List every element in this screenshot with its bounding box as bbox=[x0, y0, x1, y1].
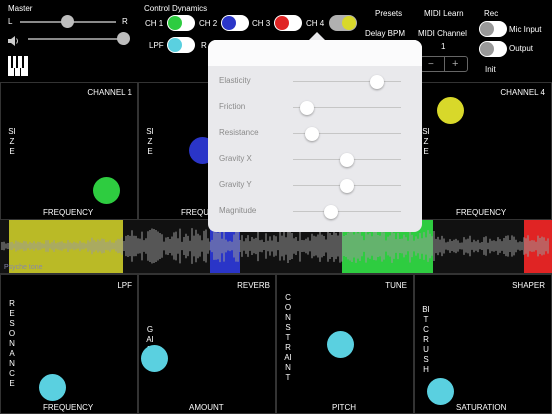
pad-x-label: SATURATION bbox=[456, 403, 507, 412]
control-dynamics-label: Control Dynamics bbox=[144, 4, 208, 13]
pad-title: LPF bbox=[117, 281, 132, 290]
dynamics-slider-track[interactable] bbox=[293, 211, 401, 212]
volume-slider-knob[interactable] bbox=[117, 32, 130, 45]
dynamics-slider-label: Elasticity bbox=[219, 76, 251, 85]
popover-header bbox=[208, 40, 422, 66]
tune-puck[interactable] bbox=[327, 331, 354, 358]
waveform-view[interactable]: Psyche tone bbox=[0, 219, 552, 274]
midi-learn-label[interactable]: MIDI Learn bbox=[424, 9, 464, 18]
lpf-dot bbox=[168, 38, 182, 52]
channel-2-label: CH 2 bbox=[199, 19, 218, 28]
channel-4-puck[interactable] bbox=[437, 97, 464, 124]
dynamics-slider-label: Gravity Y bbox=[219, 180, 252, 189]
dynamics-slider-track[interactable] bbox=[293, 107, 401, 108]
pad-title: CHANNEL 4 bbox=[500, 88, 545, 97]
pad-y-label: CONSTRAINT bbox=[284, 293, 292, 382]
output-switch[interactable] bbox=[479, 41, 507, 57]
pad-x-label: PITCH bbox=[332, 403, 356, 412]
dynamics-slider-thumb[interactable] bbox=[370, 75, 385, 89]
dynamics-slider-row: Magnitude bbox=[219, 205, 411, 219]
volume-slider[interactable] bbox=[28, 38, 124, 40]
pad-y-label: RESONANCE bbox=[8, 299, 16, 388]
pad-y-label: BITCRUSH bbox=[422, 305, 430, 374]
pad-x-label: FREQUENCY bbox=[43, 208, 94, 217]
master-label: Master bbox=[8, 4, 33, 13]
lpf-toggle[interactable] bbox=[167, 37, 195, 53]
dynamics-slider-row: Gravity Y bbox=[219, 179, 411, 193]
reverb-puck[interactable] bbox=[141, 345, 168, 372]
midi-channel-label: MIDI Channel bbox=[418, 29, 467, 38]
presets-label[interactable]: Presets bbox=[375, 9, 403, 18]
dynamics-slider-label: Resistance bbox=[219, 128, 259, 137]
stepper-minus-button[interactable]: − bbox=[428, 59, 434, 70]
channel-1-pad[interactable]: CHANNEL 1 SIZE FREQUENCY bbox=[0, 82, 138, 220]
dynamics-slider-label: Friction bbox=[219, 102, 246, 111]
midi-channel-value: 1 bbox=[441, 42, 446, 51]
popover-arrow bbox=[309, 32, 325, 40]
channel-1-label: CH 1 bbox=[145, 19, 164, 28]
dynamics-slider-track[interactable] bbox=[293, 133, 401, 134]
channel-3-dot bbox=[275, 16, 289, 30]
shaper-pad[interactable]: SHAPER BITCRUSH SATURATION bbox=[414, 274, 552, 414]
channel-2-dot bbox=[222, 16, 236, 30]
pan-left-label: L bbox=[8, 17, 13, 26]
dynamics-slider-thumb[interactable] bbox=[323, 205, 338, 219]
lpf-toggle-label: LPF bbox=[149, 41, 164, 50]
pad-x-label: FREQU bbox=[181, 208, 209, 217]
channel-4-dot bbox=[342, 16, 356, 30]
init-button[interactable]: Init bbox=[485, 65, 496, 74]
shaper-puck[interactable] bbox=[427, 378, 454, 405]
pan-slider-knob[interactable] bbox=[61, 15, 74, 28]
pad-title: TUNE bbox=[385, 281, 407, 290]
midi-channel-stepper[interactable]: − + bbox=[420, 56, 468, 72]
pad-y-label: SIZE bbox=[422, 127, 430, 156]
speaker-icon bbox=[8, 33, 20, 46]
reverb-toggle-label: R bbox=[201, 41, 207, 50]
pan-right-label: R bbox=[122, 17, 128, 26]
channel-1-puck[interactable] bbox=[93, 177, 120, 204]
dynamics-slider-row: Gravity X bbox=[219, 153, 411, 167]
tune-pad[interactable]: TUNE CONSTRAINT PITCH bbox=[276, 274, 414, 414]
channel-4-label: CH 4 bbox=[306, 19, 325, 28]
dynamics-slider-thumb[interactable] bbox=[300, 101, 315, 115]
pad-title: REVERB bbox=[237, 281, 270, 290]
channel-2-toggle[interactable] bbox=[221, 15, 249, 31]
waveform-graph bbox=[1, 228, 549, 264]
dynamics-slider-row: Resistance bbox=[219, 127, 411, 141]
output-label: Output bbox=[509, 44, 534, 53]
dynamics-slider-label: Gravity X bbox=[219, 154, 252, 163]
pad-x-label: FREQUENCY bbox=[456, 208, 507, 217]
reverb-pad[interactable]: REVERB GAIN AMOUNT bbox=[138, 274, 276, 414]
dynamics-slider-thumb[interactable] bbox=[305, 127, 320, 141]
pad-title: CHANNEL 1 bbox=[87, 88, 132, 97]
dynamics-slider-thumb[interactable] bbox=[340, 179, 354, 193]
dynamics-slider-track[interactable] bbox=[293, 81, 401, 82]
pad-y-label: SIZE bbox=[146, 127, 154, 156]
lpf-puck[interactable] bbox=[39, 374, 66, 401]
rec-label: Rec bbox=[484, 9, 499, 18]
channel-3-toggle[interactable] bbox=[274, 15, 302, 31]
channel-3-label: CH 3 bbox=[252, 19, 271, 28]
pad-x-label: FREQUENCY bbox=[43, 403, 94, 412]
channel-1-toggle[interactable] bbox=[167, 15, 195, 31]
mic-input-switch[interactable] bbox=[479, 21, 507, 37]
stepper-plus-button[interactable]: + bbox=[452, 58, 459, 70]
dynamics-slider-thumb[interactable] bbox=[340, 153, 354, 167]
pad-title: SHAPER bbox=[512, 281, 545, 290]
channel-1-dot bbox=[168, 16, 182, 30]
delay-bpm-label[interactable]: Delay BPM bbox=[365, 29, 406, 38]
dynamics-slider-label: Magnitude bbox=[219, 206, 257, 215]
mic-input-label: Mic Input bbox=[509, 25, 542, 34]
channel-4-toggle[interactable] bbox=[329, 15, 357, 31]
pad-x-label: AMOUNT bbox=[189, 403, 224, 412]
lpf-pad[interactable]: LPF RESONANCE FREQUENCY bbox=[0, 274, 138, 414]
piano-keyboard-icon[interactable] bbox=[8, 56, 28, 76]
channel-4-pad[interactable]: CHANNEL 4 SIZE FREQUENCY bbox=[414, 82, 552, 220]
sample-name-label: Psyche tone bbox=[4, 264, 43, 271]
dynamics-slider-row: Elasticity bbox=[219, 75, 411, 89]
control-dynamics-popover: Elasticity Friction Resistance Gravity X Gra… bbox=[208, 40, 422, 232]
dynamics-slider-row: Friction bbox=[219, 101, 411, 115]
pad-y-label: SIZE bbox=[8, 127, 16, 156]
